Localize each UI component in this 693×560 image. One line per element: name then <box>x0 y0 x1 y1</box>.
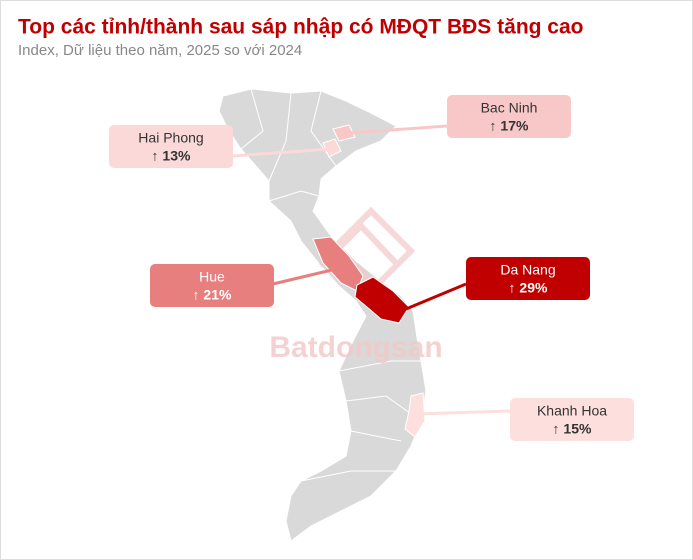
region-name: Bac Ninh <box>481 100 538 116</box>
region-change: ↑ 29% <box>509 280 548 296</box>
callout-box <box>150 264 274 307</box>
leader-line <box>415 409 511 416</box>
region-highlight <box>354 276 410 324</box>
callout-box <box>510 398 634 441</box>
callout-box <box>466 257 590 300</box>
region-name: Da Nang <box>500 262 555 278</box>
region-change: ↑ 15% <box>553 421 592 437</box>
subtitle: Index, Dữ liệu theo năm, 2025 so với 202… <box>18 42 302 59</box>
region-highlight <box>332 124 356 142</box>
leader-line <box>348 124 448 135</box>
leader-line <box>232 147 332 158</box>
region-change: ↑ 13% <box>152 148 191 164</box>
country-map <box>218 88 427 542</box>
region-name: Hue <box>199 269 225 285</box>
region-change: ↑ 21% <box>193 287 232 303</box>
callout-box <box>447 95 571 138</box>
title: Top các tỉnh/thành sau sáp nhập có MĐQT … <box>18 16 584 39</box>
region-highlight <box>404 392 426 438</box>
region-highlight <box>322 138 342 158</box>
province-borders <box>240 88 422 482</box>
leader-line <box>405 282 467 311</box>
region-change: ↑ 17% <box>490 118 529 134</box>
leader-line <box>272 267 337 286</box>
region-name: Khanh Hoa <box>537 403 607 419</box>
watermark: Batdongsan <box>269 331 442 364</box>
callout-box <box>109 125 233 168</box>
region-name: Hai Phong <box>138 130 203 146</box>
